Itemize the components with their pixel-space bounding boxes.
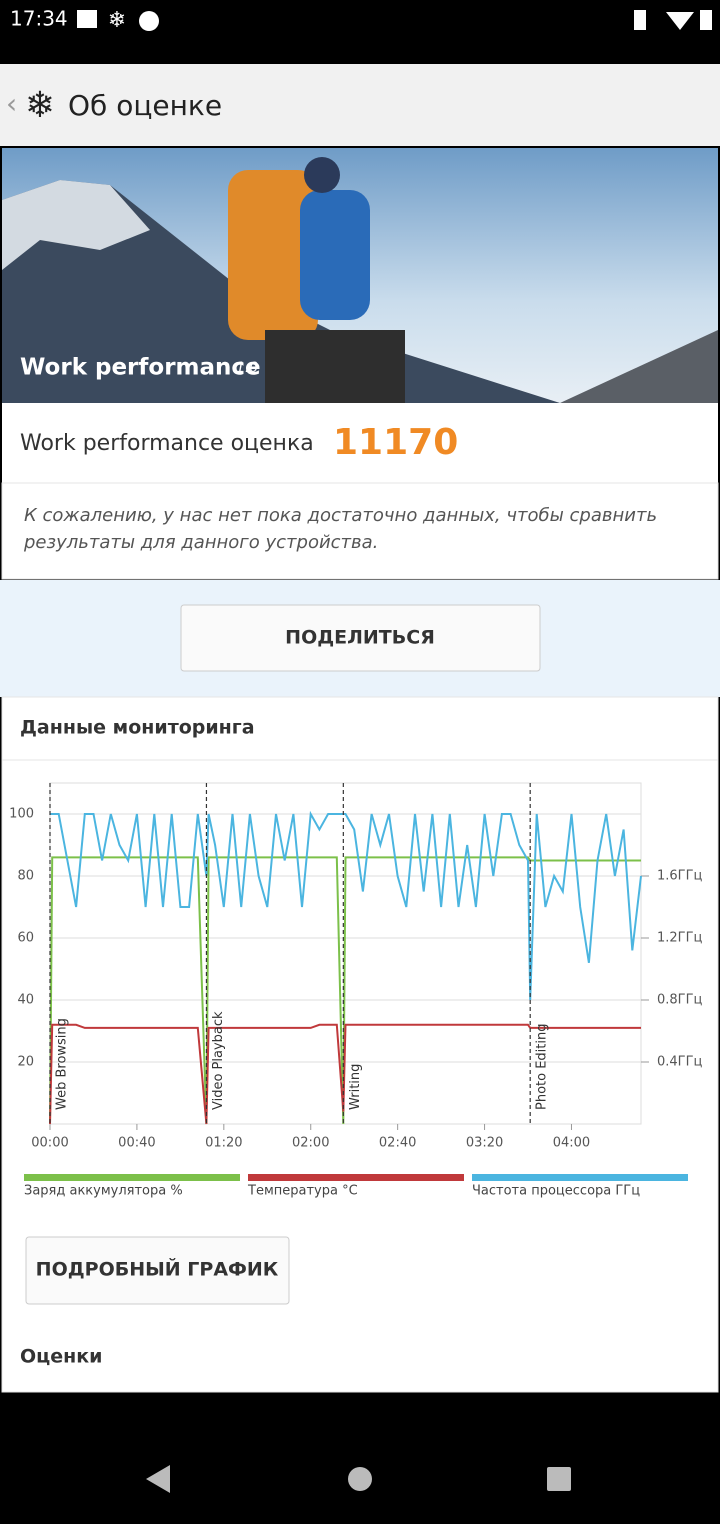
legend-label: Температура °C [247, 1184, 358, 1199]
legend-label: Заряд аккумулятора % [24, 1184, 183, 1199]
y-tick-label: 100 [9, 807, 34, 822]
monitoring-title: Данные мониторинга [20, 717, 255, 739]
event-label: Photo Editing [535, 1024, 550, 1111]
hero-backpack [228, 170, 318, 340]
status-icon: ❄ [108, 8, 126, 33]
x-tick-label: 03:20 [466, 1136, 503, 1151]
x-tick-label: 04:00 [553, 1136, 590, 1151]
nav-recents[interactable] [547, 1467, 571, 1491]
status-icon [700, 10, 712, 30]
legend-swatch [248, 1174, 464, 1181]
message-line: результаты для данного устройства. [23, 532, 378, 553]
score-label: Work performance оценка [20, 431, 314, 456]
y2-tick-label: 1.2ГГц [657, 931, 703, 946]
hero-mountain [2, 180, 560, 403]
event-label: Video Playback [211, 1011, 226, 1110]
y-tick-label: 20 [17, 1055, 34, 1070]
hero-person [300, 190, 370, 320]
nav-bar [0, 1402, 720, 1520]
event-label: Writing [348, 1064, 363, 1110]
app-bar [0, 64, 720, 146]
share-button-label: ПОДЕЛИТЬСЯ [285, 627, 435, 649]
status-icon [634, 10, 646, 30]
status-bar [0, 0, 720, 64]
app-bar-title: Об оценке [68, 89, 222, 122]
hero-snow [2, 180, 150, 270]
y2-tick-label: 0.8ГГц [657, 993, 703, 1008]
hero-version: 1.0 [236, 360, 258, 376]
message-line: К сожалению, у нас нет пока достаточно д… [24, 505, 657, 526]
status-time: 17:34 [10, 7, 68, 31]
hero-person [265, 330, 405, 403]
event-label: Web Browsing [55, 1018, 70, 1110]
score-value: 11170 [333, 422, 458, 463]
series-line [49, 856, 641, 1125]
back-button[interactable]: ‹ [6, 87, 17, 120]
status-icon [666, 12, 694, 30]
y-tick-label: 40 [17, 993, 34, 1008]
y2-tick-label: 0.4ГГц [657, 1055, 703, 1070]
status-icon [77, 10, 97, 28]
hero-title: Work performance [20, 355, 261, 381]
detail-button-label: ПОДРОБНЫЙ ГРАФИК [36, 1258, 279, 1281]
series-line [49, 1023, 641, 1125]
message-card [1, 482, 719, 580]
ratings-title: Оценки [20, 1346, 102, 1368]
x-tick-label: 00:40 [118, 1136, 155, 1151]
share-button[interactable] [180, 604, 541, 672]
nav-back[interactable] [146, 1465, 170, 1493]
legend-label: Частота процессора ГГц [472, 1184, 640, 1199]
nav-home[interactable] [348, 1467, 372, 1491]
app-icon: ❄ [25, 85, 55, 126]
x-tick-label: 01:20 [205, 1136, 242, 1151]
monitoring-chart: 20 40 60 80 100 0.4ГГц 0.8ГГц 1.2ГГц 1.6ГГц 00:00… [9, 782, 703, 1199]
y-tick-label: 60 [17, 931, 34, 946]
x-tick-label: 02:00 [292, 1136, 329, 1151]
legend-swatch [24, 1174, 240, 1181]
x-tick-label: 02:40 [379, 1136, 416, 1151]
y2-tick-label: 1.6ГГц [657, 869, 703, 884]
y-tick-label: 80 [17, 869, 34, 884]
hero-person [304, 157, 340, 193]
legend-swatch [472, 1174, 688, 1181]
status-icon [139, 11, 159, 31]
x-tick-label: 00:00 [31, 1136, 68, 1151]
score-row [2, 403, 718, 483]
detail-button[interactable] [25, 1236, 290, 1305]
hero-mountain [560, 330, 718, 403]
